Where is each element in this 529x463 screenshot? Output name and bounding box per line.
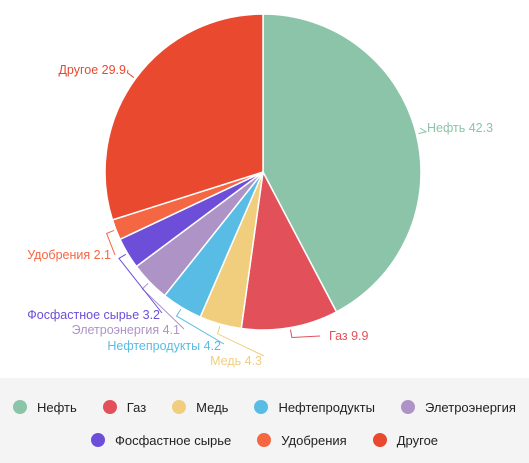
legend-item[interactable]: Газ <box>102 399 147 415</box>
legend-label: Другое <box>396 432 439 448</box>
legend-dot-icon <box>372 433 387 447</box>
leader-line-5 <box>141 282 185 330</box>
leader-line-4 <box>175 308 225 345</box>
legend-dot-icon <box>172 400 187 414</box>
leader-line-2 <box>290 329 321 339</box>
legend-row-2: Фосфастное сырье Удобрения Другое <box>0 428 529 452</box>
label-leader-lines <box>105 69 428 357</box>
legend-label: Нефтепродукты <box>278 399 375 415</box>
legend-item[interactable]: Фосфастное сырье <box>90 432 232 448</box>
pie-slice-8 <box>104 13 264 221</box>
legend-dot-icon <box>400 400 415 414</box>
slice-label-3: Медь 4.3 <box>210 354 262 368</box>
legend-label: Фосфастное сырье <box>114 432 232 448</box>
legend-row-1: Нефть Газ Медь Нефтепродукты Элетроэнергия <box>0 395 529 419</box>
leader-line-3 <box>217 325 265 357</box>
legend-label: Удобрения <box>281 432 347 448</box>
slice-label-4: Нефтепродукты 4.2 <box>107 339 221 353</box>
legend-label: Медь <box>196 399 229 415</box>
slice-label-1: Нефть 42.3 <box>427 121 493 135</box>
legend-item[interactable]: Другое <box>372 432 439 448</box>
legend-item[interactable]: Элетроэнергия <box>400 399 516 415</box>
slice-label-5: Элетроэнергия 4.1 <box>72 323 180 337</box>
slice-label-2: Газ 9.9 <box>329 329 369 343</box>
legend-dot-icon <box>102 400 117 414</box>
leader-line-6 <box>118 253 163 314</box>
legend-item[interactable]: Нефтепродукты <box>254 400 375 415</box>
slice-label-8: Другое 29.9 <box>58 63 126 77</box>
legend-label: Газ <box>126 399 147 415</box>
legend-dot-icon <box>254 400 269 414</box>
leader-line-8 <box>126 69 135 78</box>
legend-item[interactable]: Медь <box>172 400 228 415</box>
pie-slice-2 <box>240 169 338 331</box>
slice-label-7: Удобрения 2.1 <box>27 248 111 262</box>
legend-item[interactable]: Нефть <box>13 400 77 415</box>
pie-slices <box>104 13 422 331</box>
legend-label: Нефть <box>37 399 77 415</box>
pie-slice-1 <box>262 13 422 313</box>
leader-line-1 <box>418 127 428 135</box>
slice-label-6: Фосфастное сырье 3.2 <box>27 308 160 322</box>
legend-dot-icon <box>257 433 272 447</box>
legend: Нефть Газ Медь Нефтепродукты Элетроэнергия Ф… <box>0 378 529 463</box>
legend-dot-icon <box>13 400 28 414</box>
legend-dot-icon <box>90 433 105 447</box>
legend-item[interactable]: Удобрения <box>257 432 347 448</box>
legend-label: Элетроэнергия <box>424 399 516 415</box>
leader-line-7 <box>105 229 116 256</box>
